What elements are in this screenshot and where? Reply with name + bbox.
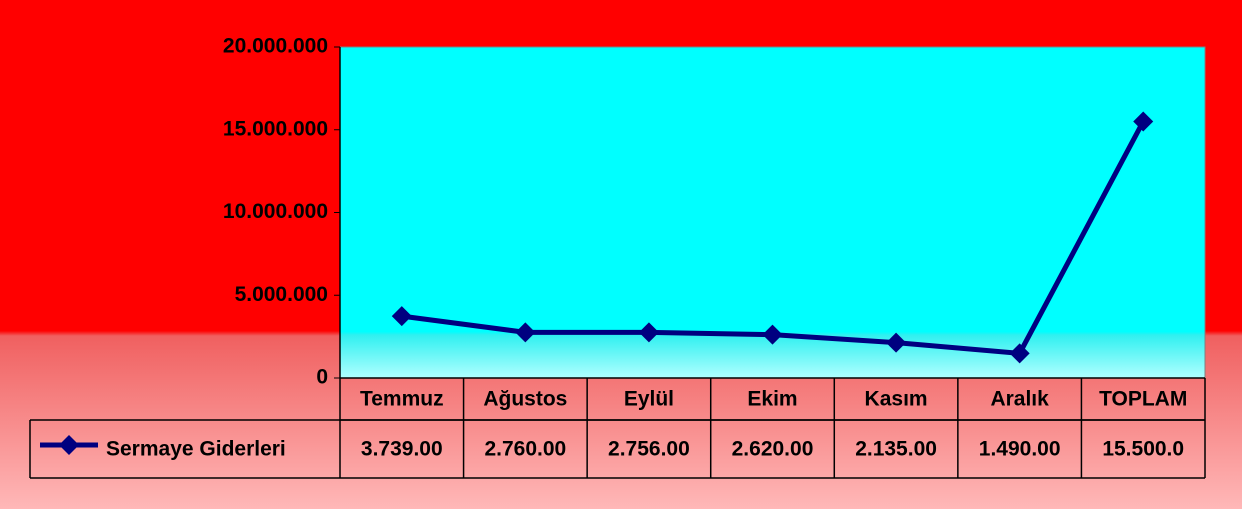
marker: [515, 322, 536, 343]
marker: [391, 306, 412, 327]
marker: [1133, 111, 1154, 132]
y-tick-label: 15.000.000: [223, 117, 328, 140]
marker: [1009, 343, 1030, 364]
x-tick-label: Eylül: [624, 388, 674, 411]
marker: [762, 324, 783, 345]
data-label: 2.135.00: [855, 438, 937, 461]
x-tick-label: Ekim: [747, 388, 797, 411]
y-tick-label: 10.000.000: [223, 200, 328, 223]
x-tick-label: Kasım: [865, 388, 928, 411]
data-label: 2.756.00: [608, 438, 690, 461]
plot-area: [339, 46, 1206, 379]
x-tick-label: Aralık: [990, 388, 1049, 411]
marker: [886, 332, 907, 353]
y-tick-label: 0: [316, 366, 328, 389]
data-label: 15.500.0: [1102, 438, 1184, 461]
y-tick-label: 20.000.000: [223, 35, 328, 58]
data-label: 2.760.00: [484, 438, 566, 461]
x-tick-label: Temmuz: [360, 388, 444, 411]
data-label: 3.739.00: [361, 438, 443, 461]
legend-label: Sermaye Giderleri: [106, 438, 286, 461]
marker: [638, 322, 659, 343]
legend-marker: [59, 435, 79, 455]
x-tick-label: Ağustos: [483, 388, 567, 411]
data-label: 2.620.00: [732, 438, 814, 461]
x-tick-label: TOPLAM: [1099, 388, 1187, 411]
y-tick-label: 5.000.000: [235, 283, 328, 306]
data-label: 1.490.00: [979, 438, 1061, 461]
